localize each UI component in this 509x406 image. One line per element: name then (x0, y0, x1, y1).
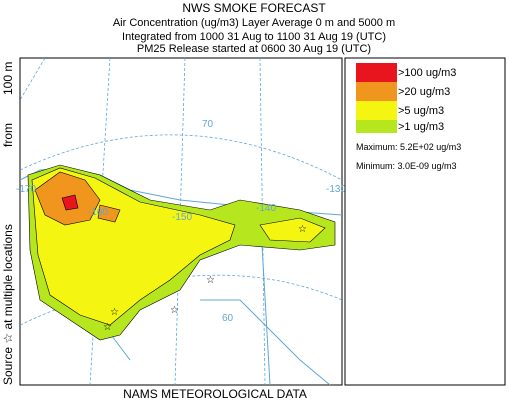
legend-swatch (356, 82, 397, 101)
side-label-part: 100 m (1, 62, 15, 95)
grid-label: 70 (202, 119, 214, 130)
legend-swatch (356, 120, 397, 133)
svg-text:☆: ☆ (103, 322, 112, 333)
legend: >100 ug/m3 >20 ug/m3 >5 ug/m3 >1 ug/m3 M… (344, 57, 506, 386)
grid-labels: 70 -170 -160 -150 -140 -130 60 (16, 119, 346, 324)
subtitle: PM25 Release started at 0600 30 Aug 19 (… (137, 43, 371, 55)
subtitle: Integrated from 1000 31 Aug to 1100 31 A… (122, 31, 386, 43)
svg-text:☆: ☆ (110, 307, 119, 318)
legend-swatch (356, 101, 397, 120)
grid-label: -160 (88, 207, 108, 218)
grid-label: -150 (172, 212, 192, 223)
smoke-plume (27, 164, 336, 341)
legend-label: >5 ug/m3 (398, 105, 444, 117)
map: ☆ ☆ ☆ ☆ ☆ 70 -170 -160 -150 -140 -130 60 (16, 57, 346, 386)
grid-label: 60 (222, 313, 234, 324)
grid-label: -130 (326, 184, 346, 195)
grid-label: -170 (16, 184, 36, 195)
svg-text:☆: ☆ (298, 224, 307, 235)
source-markers: ☆ ☆ ☆ ☆ ☆ (103, 224, 307, 333)
subtitle: Air Concentration (ug/m3) Layer Average … (113, 17, 395, 29)
grid-label: -140 (256, 203, 276, 214)
legend-label: >20 ug/m3 (398, 86, 450, 98)
side-label: Source ☆ at multiple locations from 100 … (1, 62, 15, 385)
svg-text:☆: ☆ (206, 275, 215, 286)
title: NWS SMOKE FORECAST (182, 1, 326, 15)
legend-label: >100 ug/m3 (398, 67, 456, 79)
legend-swatch (356, 63, 397, 82)
svg-text:☆: ☆ (170, 305, 179, 316)
footer: NAMS METEOROLOGICAL DATA (123, 387, 307, 401)
side-label-part: Source ☆ at multiple locations (1, 224, 15, 385)
legend-minimum: Minimum: 3.0E-09 ug/m3 (356, 161, 457, 171)
legend-label: >1 ug/m3 (398, 121, 444, 133)
side-label-part: from (1, 123, 15, 147)
legend-maximum: Maximum: 5.2E+02 ug/m3 (356, 142, 461, 152)
